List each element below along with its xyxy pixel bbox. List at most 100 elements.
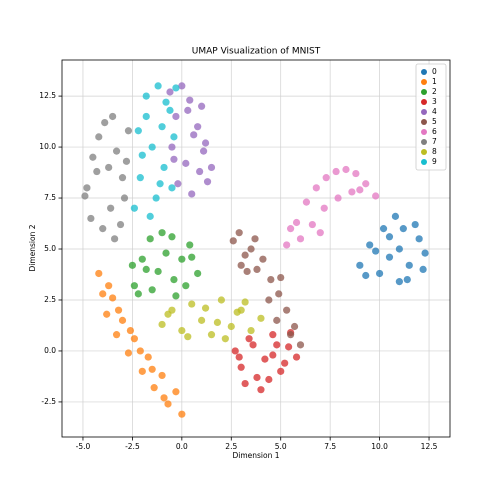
point (287, 331, 295, 339)
point (265, 375, 273, 384)
point (184, 333, 192, 341)
point (118, 174, 127, 182)
point (362, 271, 370, 280)
x-tick-label: 2.5 (225, 442, 237, 451)
point (290, 322, 299, 331)
point (164, 400, 172, 408)
point (292, 218, 301, 227)
legend-label: 8 (432, 147, 437, 156)
point (148, 365, 156, 373)
point (93, 167, 101, 176)
y-tick-label: 0.0 (44, 346, 56, 355)
point (178, 255, 186, 263)
point (221, 335, 229, 343)
point (142, 92, 150, 100)
point (114, 306, 123, 314)
point (118, 316, 127, 324)
point (235, 353, 243, 361)
point (356, 186, 364, 194)
point (251, 235, 259, 243)
legend-label: 1 (432, 77, 437, 86)
legend-marker (421, 89, 427, 95)
point (142, 265, 150, 273)
point (308, 220, 316, 229)
point (170, 155, 178, 163)
point (296, 235, 305, 243)
point (403, 275, 411, 284)
point (186, 96, 194, 104)
point (198, 316, 206, 324)
point (130, 282, 138, 290)
point (172, 84, 180, 92)
point (87, 214, 95, 223)
y-tick-label: 2.5 (44, 295, 56, 304)
legend-label: 5 (432, 117, 437, 126)
point (320, 204, 328, 212)
point (130, 335, 138, 343)
point (158, 229, 166, 237)
y-tick-label: 7.5 (44, 193, 56, 202)
point (233, 308, 241, 316)
point (99, 225, 107, 233)
point (285, 343, 293, 351)
point (160, 394, 168, 402)
point (154, 82, 162, 90)
point (152, 194, 160, 202)
point (136, 174, 144, 182)
point (105, 163, 113, 172)
point (275, 290, 283, 298)
point (237, 261, 245, 269)
point (109, 294, 117, 302)
point (89, 153, 97, 161)
point (292, 353, 301, 361)
point (194, 123, 202, 131)
point (235, 229, 243, 237)
x-tick-label: -5.0 (76, 442, 91, 451)
point (196, 167, 204, 176)
x-axis-label: Dimension 1 (232, 451, 279, 460)
point (172, 112, 180, 121)
point (348, 188, 356, 196)
x-tick-label: 7.5 (324, 442, 336, 451)
x-tick-label: -2.5 (125, 442, 140, 451)
point (116, 220, 125, 229)
legend-marker (421, 109, 427, 115)
point (170, 275, 178, 284)
point (136, 347, 144, 355)
x-tick-label: 0.0 (176, 442, 188, 451)
legend-marker (421, 69, 427, 75)
point (372, 247, 380, 255)
point (265, 296, 273, 304)
point (95, 133, 103, 141)
point (166, 88, 174, 96)
legend-marker (421, 99, 427, 105)
point (269, 331, 277, 339)
point (109, 112, 117, 121)
point (122, 157, 131, 165)
point (245, 335, 253, 343)
point (144, 353, 152, 361)
point (158, 371, 166, 380)
point (391, 212, 400, 220)
point (138, 367, 146, 375)
point (261, 355, 269, 363)
point (237, 363, 245, 371)
legend-marker (421, 129, 427, 135)
point (124, 349, 133, 357)
point (164, 310, 172, 318)
point (148, 143, 156, 151)
point (95, 269, 103, 278)
point (203, 178, 212, 186)
point (267, 275, 275, 284)
point (130, 204, 138, 212)
x-tick-label: 10.0 (371, 442, 388, 451)
point (259, 255, 267, 263)
point (372, 192, 380, 200)
y-tick-label: 5.0 (44, 244, 56, 253)
point (273, 316, 281, 324)
point (231, 347, 239, 355)
point (421, 249, 429, 257)
point (128, 261, 137, 269)
point (101, 118, 109, 127)
